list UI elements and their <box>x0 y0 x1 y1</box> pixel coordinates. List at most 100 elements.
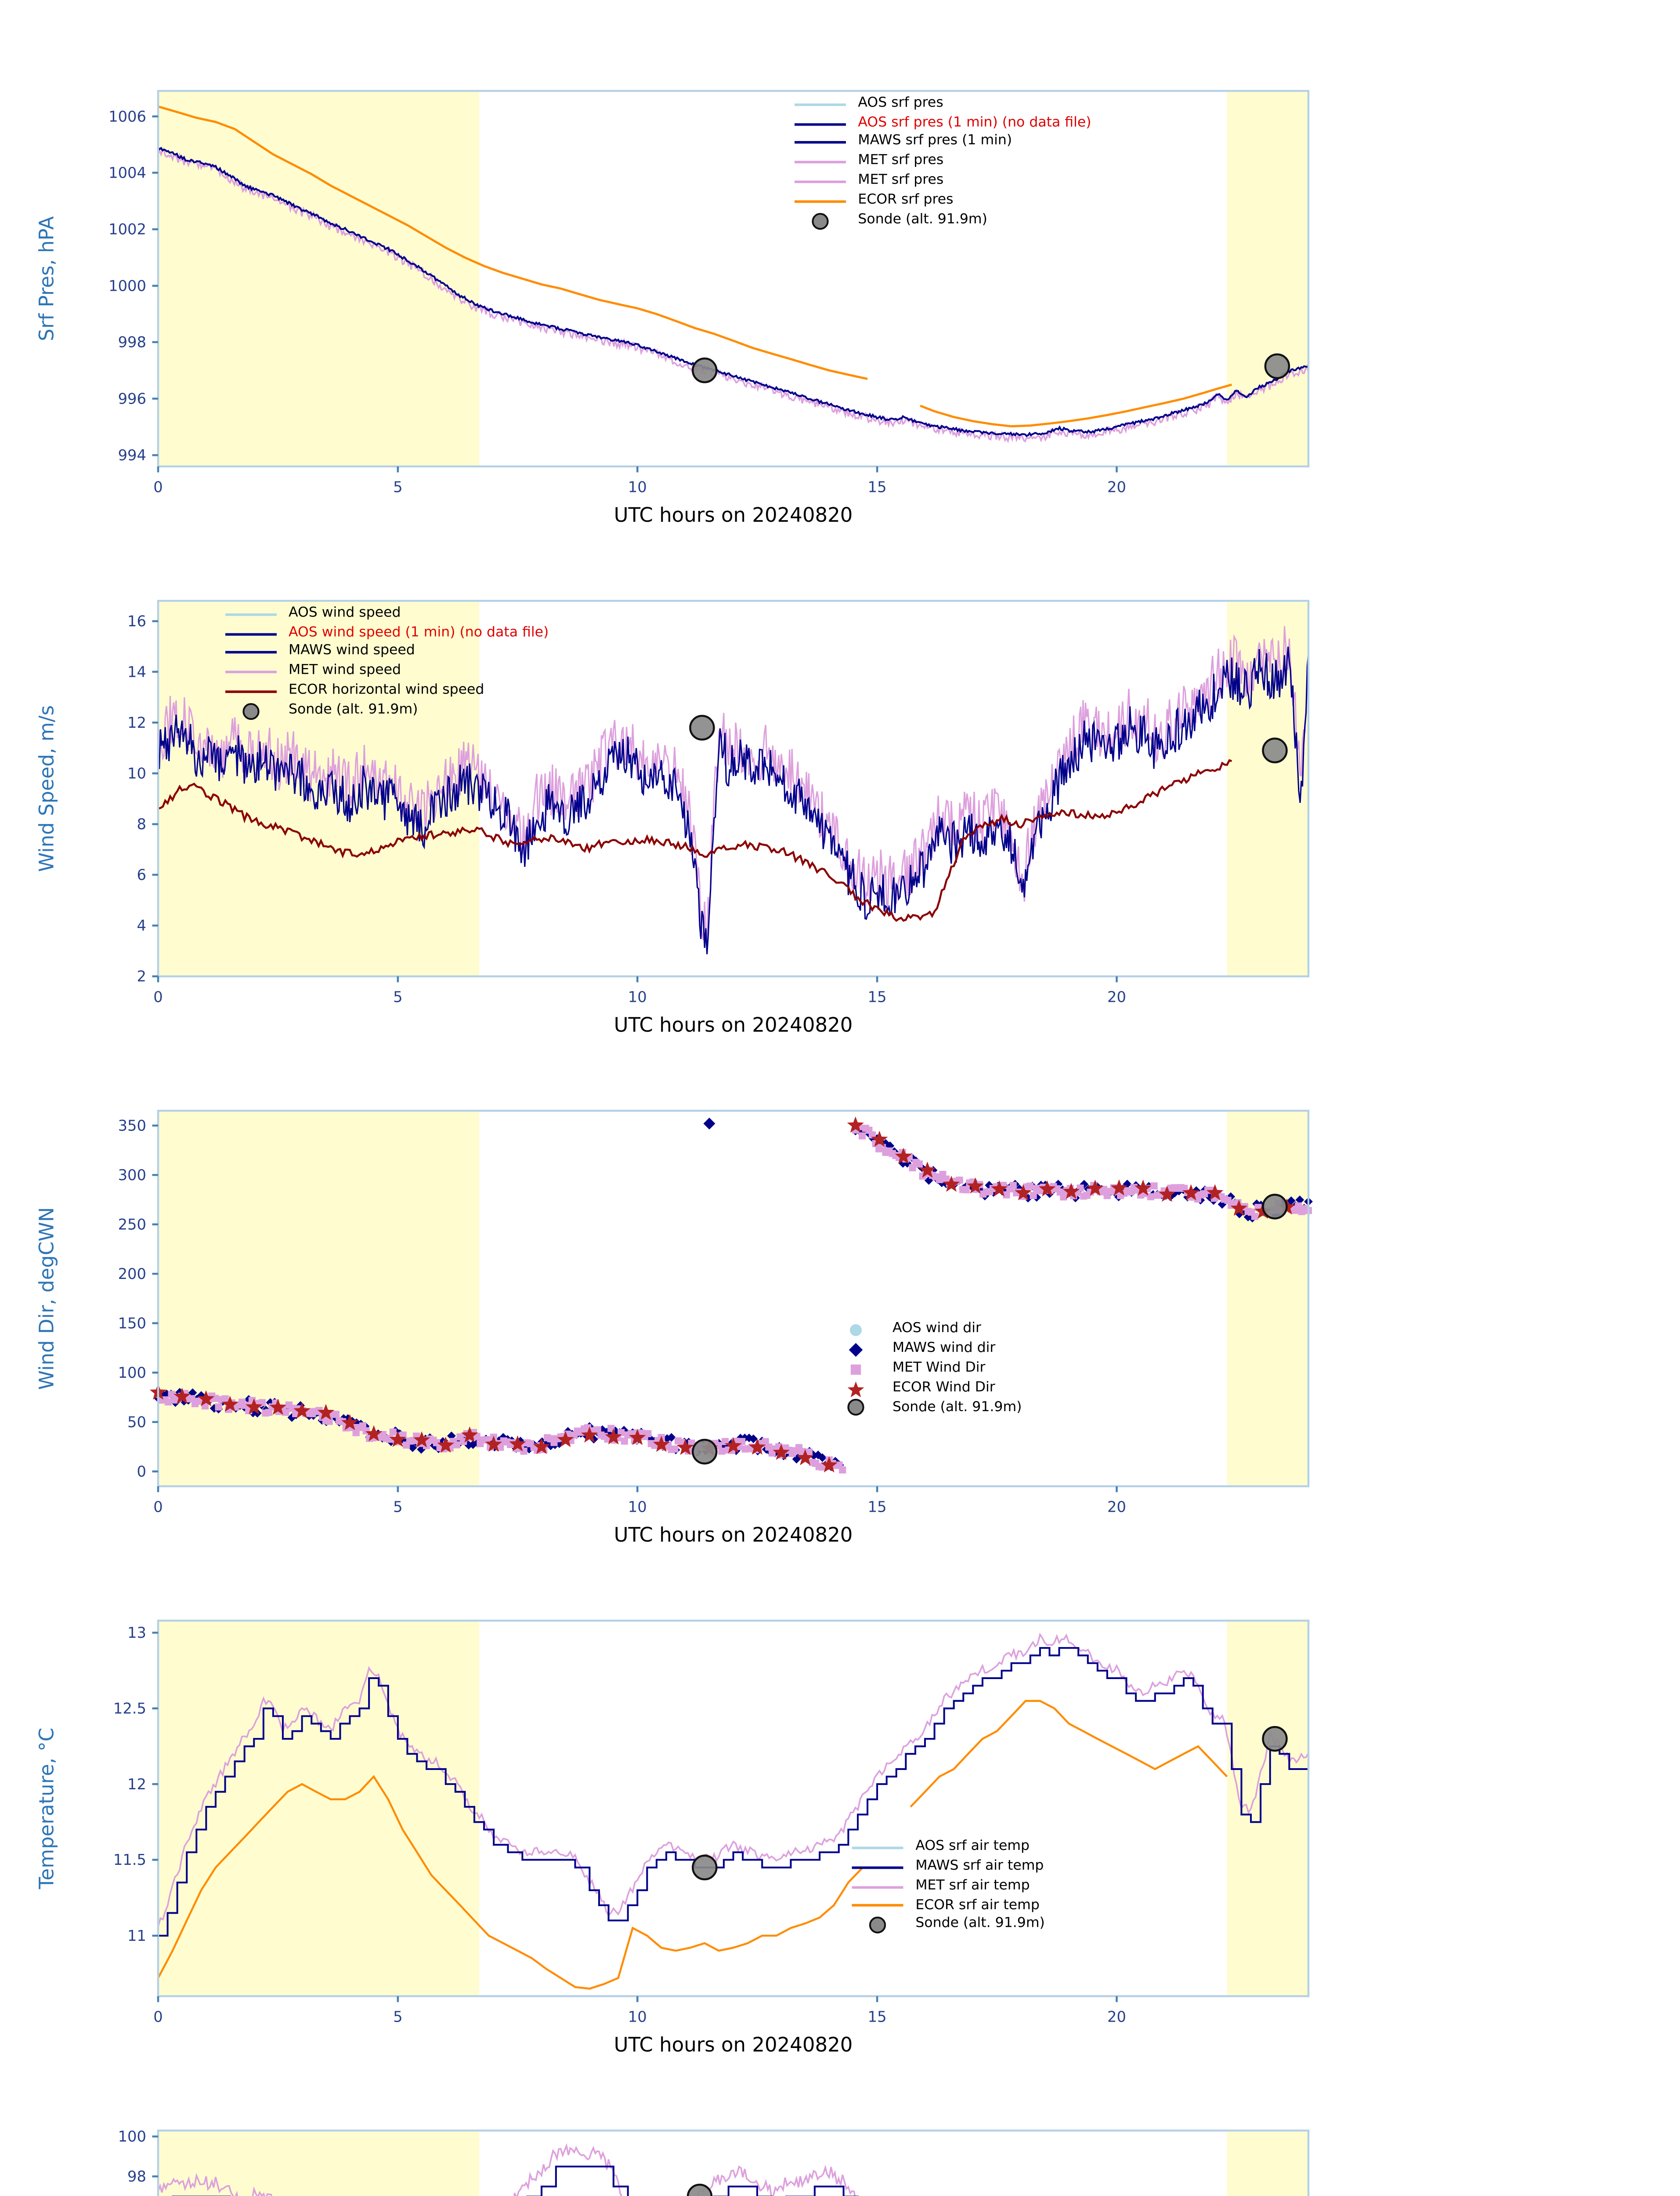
legend-label: MAWS wind dir <box>892 1340 996 1356</box>
ecor-wind-dir-marker <box>653 1436 670 1452</box>
met-wind-dir-marker <box>242 1401 249 1409</box>
y-axis-title: Srf Pres, hPA <box>35 216 58 341</box>
sonde-marker <box>692 1854 718 1881</box>
ecor-wind-dir-marker <box>773 1444 790 1460</box>
legend-entry-met-srf-air-temp: MET srf air temp <box>848 1877 1044 1896</box>
legend-label: Sonde (alt. 91.9m) <box>289 701 418 717</box>
series-met-srf-pres <box>157 147 1309 444</box>
x-axis-title: UTC hours on 20240820 <box>614 2033 853 2056</box>
maws-wind-dir-marker <box>667 1433 676 1442</box>
met-wind-dir-marker <box>215 1403 222 1411</box>
legend-entry-ecor-srf-air-temp: ECOR srf air temp <box>848 1896 1044 1916</box>
y-tick-label: 6 <box>137 866 146 883</box>
legend-sample-star-icon <box>846 1381 863 1397</box>
y-tick-label: 11 <box>127 1927 146 1944</box>
ecor-wind-dir-marker <box>990 1180 1008 1196</box>
met-wind-dir-marker <box>168 1391 175 1398</box>
ecor-wind-dir-marker <box>485 1435 502 1452</box>
met-wind-dir-marker <box>644 1430 652 1438</box>
series-maws-srf-pres-1-min <box>157 147 1309 437</box>
ecor-wind-dir-marker <box>1230 1199 1248 1216</box>
legend-label: Sonde (alt. 91.9m) <box>858 211 987 227</box>
y-tick-label: 16 <box>127 613 146 630</box>
ecor-wind-dir-marker <box>629 1429 646 1445</box>
chart-temperature: 0 5 10 15 20 11 11.5 12 12.5 13 UTC hours on 20240… <box>0 1573 1680 2083</box>
met-wind-dir-marker <box>1077 1185 1084 1192</box>
legend-entry-met-srf-pres: MET srf pres <box>791 172 1091 191</box>
legend-label: AOS wind dir <box>892 1321 981 1337</box>
legend-label: MET srf pres <box>858 152 944 169</box>
legend-entry-maws-srf-air-temp: MAWS srf air temp <box>848 1858 1044 1877</box>
x-tick-label: 5 <box>393 2008 402 2026</box>
ecor-wind-dir-marker <box>557 1431 574 1447</box>
legend-sample-dot-icon <box>849 1325 861 1337</box>
ecor-wind-dir-marker <box>173 1387 191 1404</box>
maws-wind-dir-marker <box>1123 1180 1132 1188</box>
legend-entry-sonde-alt-91-9m: Sonde (alt. 91.9m) <box>825 1398 1022 1418</box>
y-tick-label: 998 <box>118 334 146 351</box>
sonde-marker <box>692 1439 718 1465</box>
ecor-wind-dir-marker <box>317 1404 335 1420</box>
y-tick-label: 13 <box>127 1624 146 1641</box>
ecor-wind-dir-marker <box>365 1425 383 1441</box>
legend-entry-sonde-alt-91-9m: Sonde (alt. 91.9m) <box>848 1916 1045 1935</box>
y-tick-label: 100 <box>118 2128 146 2145</box>
legend-label: ECOR horizontal wind speed <box>289 682 484 698</box>
y-tick-label: 2 <box>137 968 146 985</box>
legend-sample-line-icon <box>852 1885 904 1889</box>
met-wind-dir-marker <box>805 1448 813 1456</box>
maws-wind-dir-marker <box>792 1455 801 1464</box>
ecor-wind-dir-marker <box>725 1437 742 1453</box>
legend-label: AOS srf pres (1 min) (no data file) <box>858 114 1091 130</box>
maws-wind-dir-marker <box>1286 1196 1296 1205</box>
legend-entry-maws-srf-pres-1-min: MAWS srf pres (1 min) <box>791 134 1091 153</box>
y-tick-label: 0 <box>137 1463 146 1480</box>
legend-entry-sonde-alt-91-9m: Sonde (alt. 91.9m) <box>221 701 549 721</box>
legend-label: AOS srf pres <box>858 94 943 111</box>
legend-sample-line-icon <box>795 122 846 125</box>
legend-sample-circle-icon <box>846 1400 863 1417</box>
x-tick-label: 10 <box>628 479 647 496</box>
sonde-marker <box>1262 1194 1288 1220</box>
met-wind-dir-marker <box>1003 1191 1010 1199</box>
x-tick-label: 15 <box>868 479 887 496</box>
legend-label: MAWS wind speed <box>289 643 415 659</box>
met-wind-dir-marker <box>909 1164 916 1171</box>
legend-sample-line-icon <box>852 1846 904 1849</box>
plot-border <box>157 1619 1310 1997</box>
y-tick-label: 12 <box>127 714 146 731</box>
met-wind-dir-marker <box>671 1445 679 1453</box>
legend-entry-aos-wind-speed-1-min-no-data-file: AOS wind speed (1 min) (no data file) <box>221 624 549 643</box>
daylight-shade-band <box>1227 1111 1308 1486</box>
maws-wind-dir-marker <box>1295 1195 1304 1204</box>
y-tick-label: 1002 <box>108 221 146 238</box>
met-wind-dir-marker <box>915 1160 923 1168</box>
series-ecor-srf-air-temp <box>910 1700 1228 1808</box>
daylight-shade-band <box>1227 2131 1308 2196</box>
legend-label: AOS wind speed <box>289 604 401 621</box>
met-wind-dir-marker <box>339 1418 347 1425</box>
y-tick-label: 10 <box>127 765 146 782</box>
maws-wind-dir-marker <box>408 1443 417 1452</box>
ecor-wind-dir-marker <box>1182 1184 1199 1200</box>
met-wind-dir-marker <box>164 1398 172 1406</box>
legend-entry-ecor-horizontal-wind-speed: ECOR horizontal wind speed <box>221 682 549 701</box>
maws-wind-dir-marker <box>1054 1180 1063 1188</box>
x-axis-title: UTC hours on 20240820 <box>614 1523 853 1546</box>
met-wind-dir-marker <box>289 1405 296 1412</box>
legend-sample-circle-icon <box>242 702 260 720</box>
ecor-wind-dir-marker <box>461 1426 478 1443</box>
legend-sample-line-icon <box>795 200 846 202</box>
series-maws-rh <box>171 2165 859 2196</box>
legend-label: AOS srf air temp <box>915 1838 1030 1854</box>
sonde-marker <box>692 358 718 383</box>
ecor-wind-dir-marker <box>245 1398 263 1415</box>
ecor-wind-dir-marker <box>1015 1184 1032 1200</box>
met-wind-dir-marker <box>1251 1213 1258 1220</box>
series-maws-wind-speed <box>157 647 1309 954</box>
maws-wind-dir-marker <box>188 1388 197 1397</box>
legend-label: MET srf air temp <box>915 1877 1030 1893</box>
y-tick-label: 11.5 <box>113 1851 146 1868</box>
series-ecor-srf-air-temp <box>157 1775 863 1990</box>
met-wind-dir-marker <box>1100 1186 1108 1193</box>
